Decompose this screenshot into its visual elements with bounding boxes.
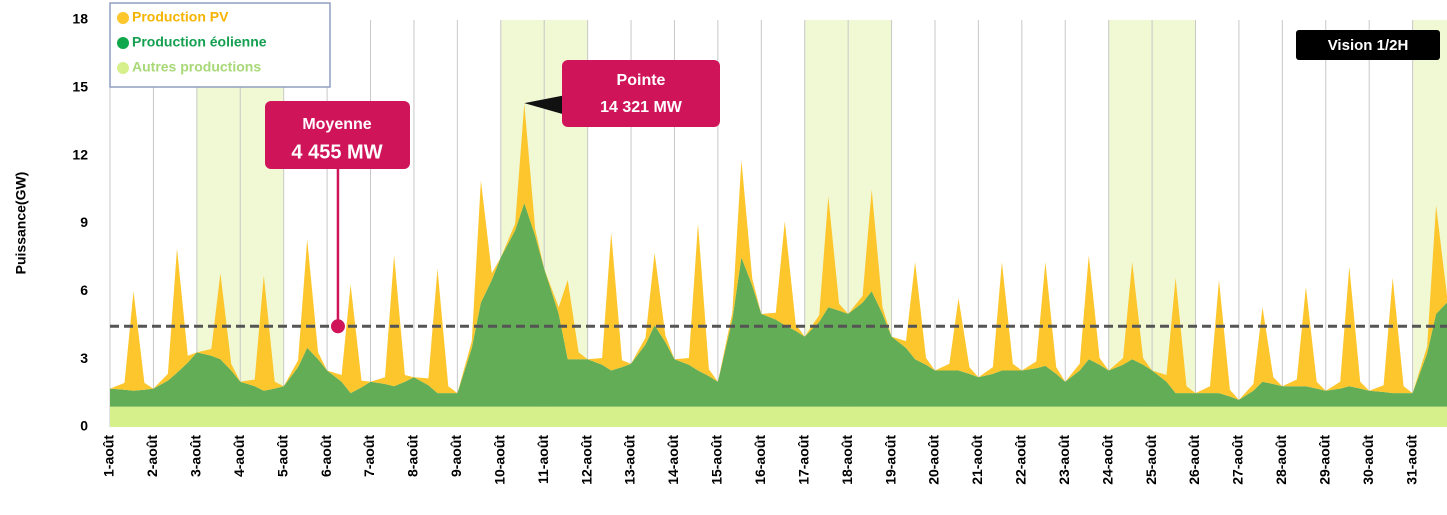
x-tick-label: 29-août xyxy=(1316,435,1332,485)
badge: Vision 1/2H xyxy=(1328,37,1409,54)
mean-value: 4 455 MW xyxy=(291,141,382,163)
y-tick-label: 18 xyxy=(72,11,88,27)
y-tick-label: 3 xyxy=(80,350,88,366)
x-tick-label: 4-août xyxy=(231,435,247,477)
legend-label: Production éolienne xyxy=(132,34,267,50)
x-tick-label: 24-août xyxy=(1099,435,1115,485)
x-tick-label: 7-août xyxy=(361,435,377,477)
legend-label: Production PV xyxy=(132,9,229,25)
y-tick-label: 15 xyxy=(72,79,88,95)
x-tick-label: 8-août xyxy=(405,435,421,477)
y-tick-label: 6 xyxy=(80,282,88,298)
x-tick-label: 25-août xyxy=(1143,435,1159,485)
legend-marker xyxy=(117,12,129,24)
x-tick-label: 11-août xyxy=(535,435,551,484)
x-tick-label: 16-août xyxy=(752,435,768,485)
x-tick-label: 5-août xyxy=(274,435,290,477)
y-tick-label: 9 xyxy=(80,214,88,230)
x-tick-label: 10-août xyxy=(491,435,507,485)
badge-box xyxy=(1296,30,1440,60)
x-tick-label: 18-août xyxy=(839,435,855,485)
x-tick-label: 12-août xyxy=(578,435,594,485)
x-tick-label: 23-août xyxy=(1056,435,1072,485)
x-tick-label: 30-août xyxy=(1360,435,1376,485)
peak-label: Pointe xyxy=(617,72,666,89)
x-tick-label: 17-août xyxy=(795,435,811,485)
mean-label: Moyenne xyxy=(302,116,371,133)
peak-pointer xyxy=(524,95,566,115)
x-tick-label: 13-août xyxy=(622,435,638,485)
x-tick-label: 21-août xyxy=(969,435,985,485)
x-tick-label: 15-août xyxy=(709,435,725,485)
x-tick-label: 19-août xyxy=(882,435,898,485)
mean-dot xyxy=(330,319,345,334)
y-tick-label: 0 xyxy=(80,418,88,434)
area xyxy=(110,203,1447,407)
x-tick-label: 20-août xyxy=(926,435,942,485)
legend-marker xyxy=(117,37,129,49)
y-tick-label: 12 xyxy=(72,146,88,162)
peak-box xyxy=(562,60,720,127)
x-tick-label: 14-août xyxy=(665,435,681,485)
x-tick-label: 22-août xyxy=(1013,435,1029,485)
x-tick-label: 3-août xyxy=(188,435,204,477)
peak-value: 14 321 MW xyxy=(600,99,683,116)
legend-box xyxy=(109,2,331,88)
mean-box xyxy=(265,101,410,169)
x-tick-label: 31-août xyxy=(1403,435,1419,485)
y-axis-label: Puissance(GW) xyxy=(13,172,29,275)
x-tick-label: 9-août xyxy=(448,435,464,477)
x-tick-label: 26-août xyxy=(1186,435,1202,485)
x-tick-label: 6-août xyxy=(318,435,334,477)
x-tick-label: 27-août xyxy=(1230,435,1246,485)
area xyxy=(110,406,1447,427)
legend-marker xyxy=(117,62,129,74)
x-tick-label: 1-août xyxy=(101,435,117,477)
area xyxy=(110,103,1447,400)
legend-label: Autres productions xyxy=(132,59,261,75)
x-tick-label: 28-août xyxy=(1273,435,1289,485)
x-tick-label: 2-août xyxy=(144,435,160,477)
